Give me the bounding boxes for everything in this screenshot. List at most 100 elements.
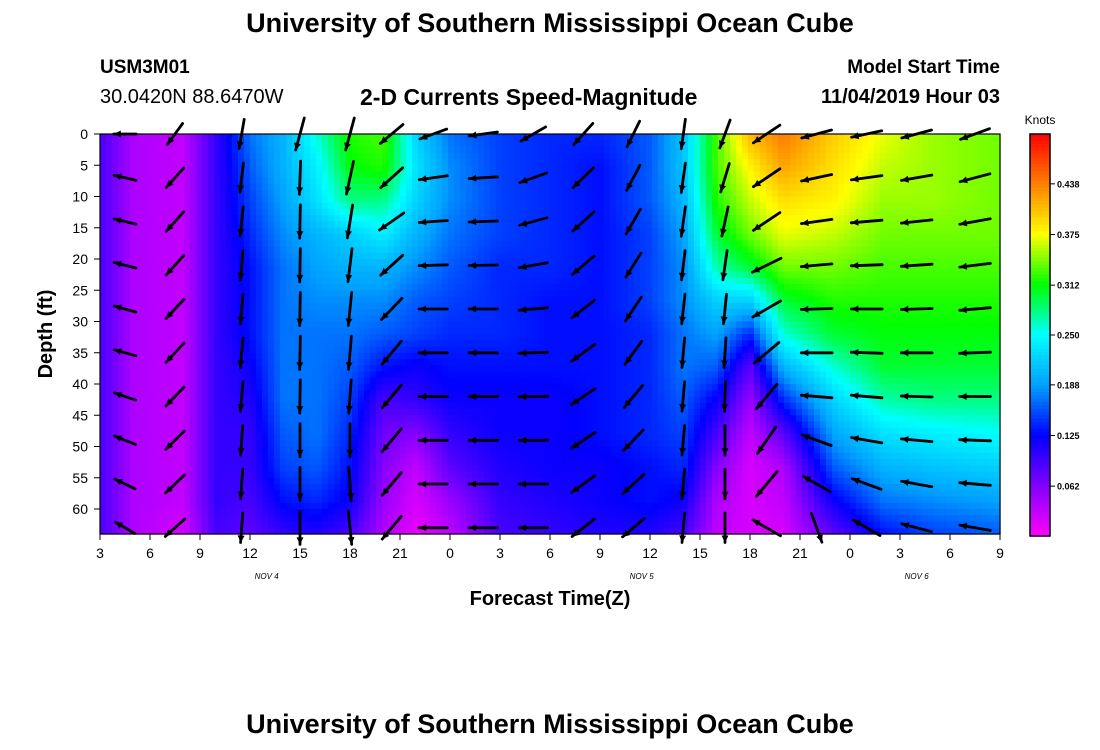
- heatmap-cell: [226, 396, 233, 404]
- heatmap-cell: [550, 315, 557, 323]
- heatmap-cell: [496, 271, 503, 279]
- heatmap-cell: [322, 521, 329, 529]
- heatmap-cell: [328, 290, 335, 298]
- heatmap-cell: [490, 277, 497, 285]
- heatmap-cell: [100, 190, 107, 198]
- heatmap-cell: [556, 159, 563, 166]
- heatmap-cell: [448, 196, 455, 204]
- heatmap-cell: [274, 509, 281, 516]
- heatmap-cell: [562, 234, 569, 241]
- heatmap-cell: [178, 459, 185, 466]
- heatmap-cell: [412, 152, 419, 160]
- heatmap-cell: [400, 227, 407, 235]
- heatmap-cell: [196, 152, 203, 160]
- heatmap-cell: [466, 159, 473, 166]
- heatmap-cell: [460, 327, 467, 335]
- heatmap-cell: [244, 321, 251, 329]
- heatmap-cell: [220, 209, 227, 216]
- heatmap-cell: [394, 471, 401, 479]
- heatmap-cell: [496, 152, 503, 160]
- heatmap-cell: [418, 390, 425, 398]
- heatmap-cell: [202, 246, 209, 254]
- heatmap-cell: [304, 352, 311, 360]
- heatmap-cell: [214, 377, 221, 385]
- heatmap-cell: [448, 396, 455, 404]
- heatmap-cell: [214, 496, 221, 504]
- heatmap-cell: [154, 471, 161, 479]
- heatmap-cell: [532, 452, 539, 460]
- heatmap-cell: [196, 159, 203, 166]
- heatmap-cell: [196, 484, 203, 491]
- heatmap-cell: [166, 146, 173, 154]
- heatmap-cell: [328, 359, 335, 366]
- heatmap-cell: [172, 152, 179, 160]
- heatmap-cell: [130, 234, 137, 241]
- heatmap-cell: [454, 390, 461, 398]
- heatmap-cell: [220, 140, 227, 148]
- heatmap-cell: [394, 177, 401, 185]
- heatmap-cell: [340, 521, 347, 529]
- heatmap-cell: [220, 415, 227, 423]
- heatmap-cell: [292, 515, 299, 523]
- heatmap-cell: [220, 527, 227, 535]
- heatmap-cell: [226, 527, 233, 535]
- heatmap-cell: [406, 484, 413, 491]
- heatmap-cell: [412, 402, 419, 410]
- heatmap-cell: [388, 227, 395, 235]
- heatmap-cell: [454, 346, 461, 354]
- heatmap-cell: [364, 302, 371, 310]
- heatmap-cell: [520, 346, 527, 354]
- heatmap-cell: [490, 234, 497, 241]
- heatmap-cell: [556, 146, 563, 154]
- heatmap-cell: [508, 434, 515, 441]
- heatmap-cell: [364, 527, 371, 535]
- heatmap-cell: [328, 146, 335, 154]
- heatmap-cell: [424, 171, 431, 179]
- heatmap-cell: [334, 496, 341, 504]
- heatmap-cell: [394, 415, 401, 423]
- heatmap-cell: [550, 477, 557, 485]
- heatmap-cell: [286, 321, 293, 329]
- heatmap-cell: [124, 209, 131, 216]
- heatmap-cell: [430, 146, 437, 154]
- heatmap-cell: [394, 390, 401, 398]
- heatmap-cell: [310, 334, 317, 341]
- heatmap-cell: [382, 177, 389, 185]
- heatmap-cell: [256, 265, 263, 273]
- heatmap-cell: [112, 440, 119, 448]
- heatmap-cell: [406, 490, 413, 498]
- heatmap-cell: [460, 396, 467, 404]
- heatmap-cell: [262, 346, 269, 354]
- heatmap-cell: [400, 146, 407, 154]
- heatmap-cell: [286, 396, 293, 404]
- heatmap-cell: [436, 252, 443, 260]
- heatmap-cell: [364, 440, 371, 448]
- heatmap-cell: [250, 465, 257, 473]
- heatmap-cell: [178, 502, 185, 510]
- heatmap-cell: [166, 227, 173, 235]
- heatmap-cell: [208, 159, 215, 166]
- heatmap-cell: [340, 271, 347, 279]
- heatmap-cell: [166, 346, 173, 354]
- heatmap-cell: [202, 296, 209, 304]
- heatmap-cell: [238, 409, 245, 416]
- heatmap-cell: [172, 527, 179, 535]
- heatmap-cell: [484, 290, 491, 298]
- heatmap-cell: [166, 327, 173, 335]
- heatmap-cell: [508, 221, 515, 229]
- heatmap-cell: [418, 259, 425, 266]
- heatmap-cell: [520, 402, 527, 410]
- heatmap-cell: [310, 202, 317, 210]
- heatmap-cell: [124, 390, 131, 398]
- heatmap-cell: [478, 146, 485, 154]
- heatmap-cell: [382, 452, 389, 460]
- heatmap-cell: [370, 227, 377, 235]
- heatmap-cell: [484, 134, 491, 141]
- heatmap-cell: [112, 284, 119, 291]
- heatmap-cell: [118, 490, 125, 498]
- heatmap-cell: [214, 502, 221, 510]
- heatmap-cell: [328, 471, 335, 479]
- heatmap-cell: [532, 190, 539, 198]
- heatmap-cell: [412, 465, 419, 473]
- heatmap-cell: [190, 515, 197, 523]
